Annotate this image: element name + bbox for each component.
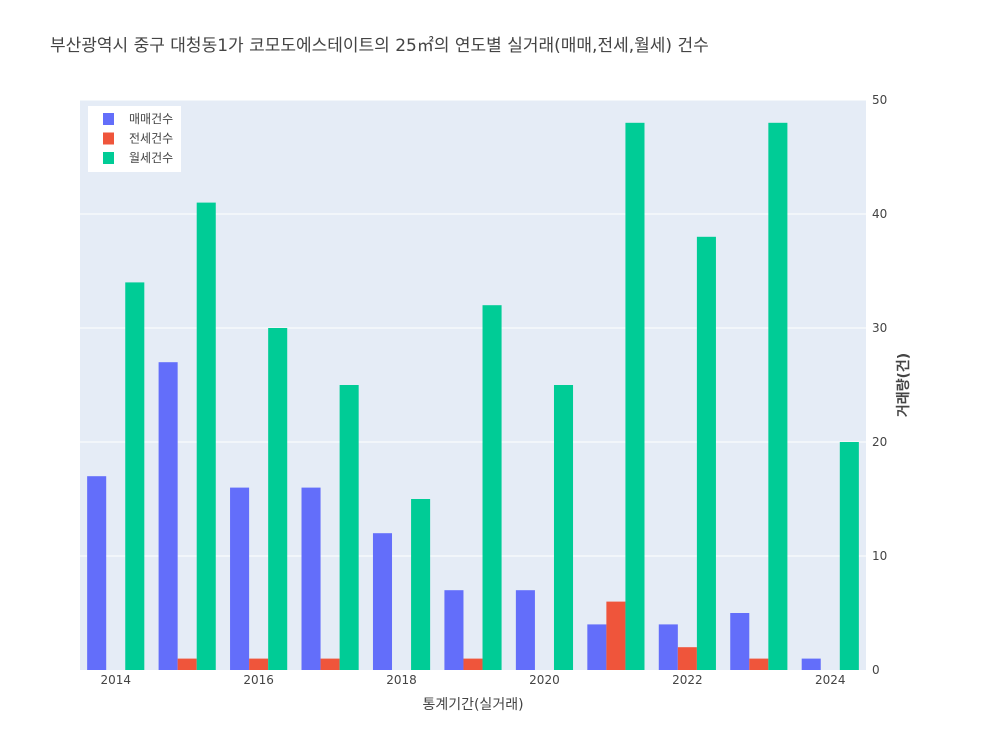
y-tick-label: 0 bbox=[872, 663, 880, 677]
bar bbox=[696, 236, 716, 671]
x-axis-title: 통계기간(실거래) bbox=[422, 697, 523, 713]
y-tick-label: 30 bbox=[872, 321, 887, 335]
bar bbox=[677, 647, 697, 670]
bar bbox=[730, 613, 750, 670]
x-tick-label: 2014 bbox=[100, 673, 131, 687]
legend-swatch[interactable] bbox=[103, 113, 114, 125]
bar bbox=[515, 590, 535, 670]
bar bbox=[658, 624, 678, 670]
y-tick-label: 20 bbox=[872, 435, 887, 449]
legend-swatch[interactable] bbox=[103, 132, 114, 145]
bar bbox=[839, 442, 859, 670]
x-tick-label: 2016 bbox=[243, 673, 274, 687]
bar bbox=[87, 476, 107, 670]
x-axis-ticks: 2014 2016 2018 2020 2022 2024 bbox=[100, 673, 845, 687]
chart-title: 부산광역시 중구 대청동1가 코모도에스테이트의 25㎡의 연도별 실거래(매매… bbox=[50, 36, 709, 56]
bar bbox=[482, 305, 502, 670]
legend-swatch[interactable] bbox=[103, 152, 114, 164]
bar bbox=[411, 499, 431, 670]
legend-label[interactable]: 전세건수 bbox=[129, 132, 173, 146]
bar bbox=[196, 202, 216, 670]
bar bbox=[553, 385, 574, 670]
bar bbox=[339, 385, 359, 670]
bar bbox=[768, 122, 788, 671]
y-tick-label: 10 bbox=[872, 549, 887, 563]
x-tick-label: 2020 bbox=[529, 673, 560, 687]
x-tick-label: 2018 bbox=[386, 673, 417, 687]
bar bbox=[177, 658, 197, 670]
bar bbox=[749, 658, 769, 670]
bar bbox=[268, 328, 288, 670]
bar bbox=[230, 487, 250, 670]
bar bbox=[301, 487, 321, 670]
bar bbox=[320, 658, 340, 670]
y-tick-label: 40 bbox=[872, 207, 887, 221]
bar bbox=[463, 658, 483, 670]
y-axis-ticks: 0 10 20 30 40 50 bbox=[872, 93, 887, 677]
legend-label[interactable]: 매매건수 bbox=[129, 112, 173, 126]
bar bbox=[158, 362, 178, 670]
bar bbox=[625, 122, 645, 671]
bars bbox=[87, 122, 859, 671]
bar bbox=[444, 590, 464, 670]
legend-label[interactable]: 월세건수 bbox=[129, 151, 173, 165]
bar bbox=[372, 533, 393, 670]
x-tick-label: 2024 bbox=[815, 673, 846, 687]
bar bbox=[125, 282, 145, 670]
bar bbox=[606, 601, 626, 670]
bar bbox=[801, 658, 821, 670]
x-tick-label: 2022 bbox=[672, 673, 703, 687]
y-tick-label: 50 bbox=[872, 93, 887, 107]
bar bbox=[249, 658, 269, 670]
y-axis-title: 거래량(건) bbox=[895, 353, 912, 417]
bar bbox=[587, 624, 607, 670]
